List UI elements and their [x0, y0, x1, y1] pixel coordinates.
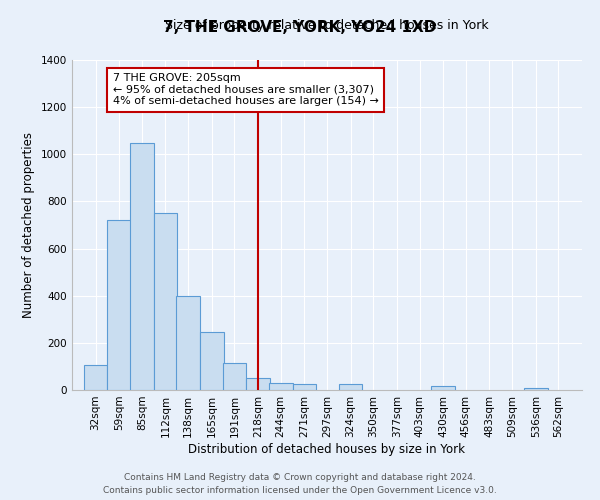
Bar	[84, 365, 107, 390]
Bar	[107, 220, 131, 390]
Bar	[431, 386, 455, 390]
Bar	[200, 332, 224, 390]
Bar	[339, 384, 362, 390]
Bar	[246, 378, 270, 390]
Bar	[154, 213, 177, 390]
Bar	[176, 296, 200, 390]
Bar	[130, 142, 154, 390]
Title: Size of property relative to detached houses in York: Size of property relative to detached ho…	[165, 20, 489, 32]
Text: Contains HM Land Registry data © Crown copyright and database right 2024.
Contai: Contains HM Land Registry data © Crown c…	[103, 474, 497, 495]
Y-axis label: Number of detached properties: Number of detached properties	[22, 132, 35, 318]
Bar	[293, 384, 316, 390]
Text: 7 THE GROVE: 205sqm
← 95% of detached houses are smaller (3,307)
4% of semi-deta: 7 THE GROVE: 205sqm ← 95% of detached ho…	[113, 73, 379, 106]
Bar	[524, 388, 548, 390]
X-axis label: Distribution of detached houses by size in York: Distribution of detached houses by size …	[188, 442, 466, 456]
Bar	[269, 383, 293, 390]
Text: 7, THE GROVE, YORK, YO24 1XD: 7, THE GROVE, YORK, YO24 1XD	[163, 20, 437, 35]
Bar	[223, 363, 246, 390]
